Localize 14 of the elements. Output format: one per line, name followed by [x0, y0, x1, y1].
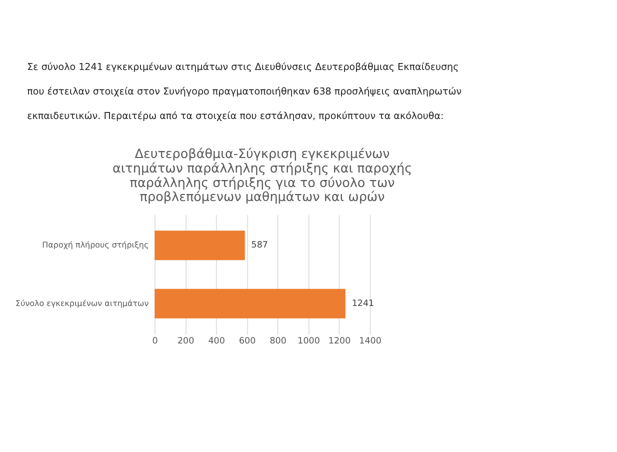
y-tick-label: Παροχή πλήρους στήριξης [42, 240, 149, 250]
chart-title: Δευτεροβάθμια-Σύγκριση εγκεκριμένων αιτημάτων παράλληλης στήριξης και παροχής παράλληλης στήριξης για το σύνολο των προβλεπόμενων μαθημάτων και ωρών [112, 147, 412, 206]
x-tick-label: 200 [177, 336, 194, 346]
x-tick-label: 400 [208, 336, 225, 346]
data-label: 587 [251, 240, 268, 251]
x-tick-label: 1200 [328, 336, 351, 346]
x-tick-label: 800 [270, 336, 286, 346]
x-tick-label: 0 [152, 336, 158, 346]
y-tick-label: Σύνολο εγκεκριμένων αιτημάτων [16, 299, 150, 308]
text: Σε σύνολο 1241 εγκεκριμένων αιτημάτων στις Διευθύνσεις Δευτεροβάθμιας Εκπαίδευσης που έστειλαν στοιχεία στον Συνήγορο πραγματοποιήθηκαν 638 προσλήψεις αναπληρωτών εκπαιδευτικών. Περαιτέρω από τα στοιχεία που εστάλησαν, προκύπτουν τα ακόλουθα: [27, 62, 462, 122]
x-tick-label: 1000 [298, 336, 320, 346]
x-tick-label: 600 [238, 336, 256, 346]
x-tick-label: 1400 [359, 336, 382, 346]
data-label: 1241 [352, 299, 374, 310]
